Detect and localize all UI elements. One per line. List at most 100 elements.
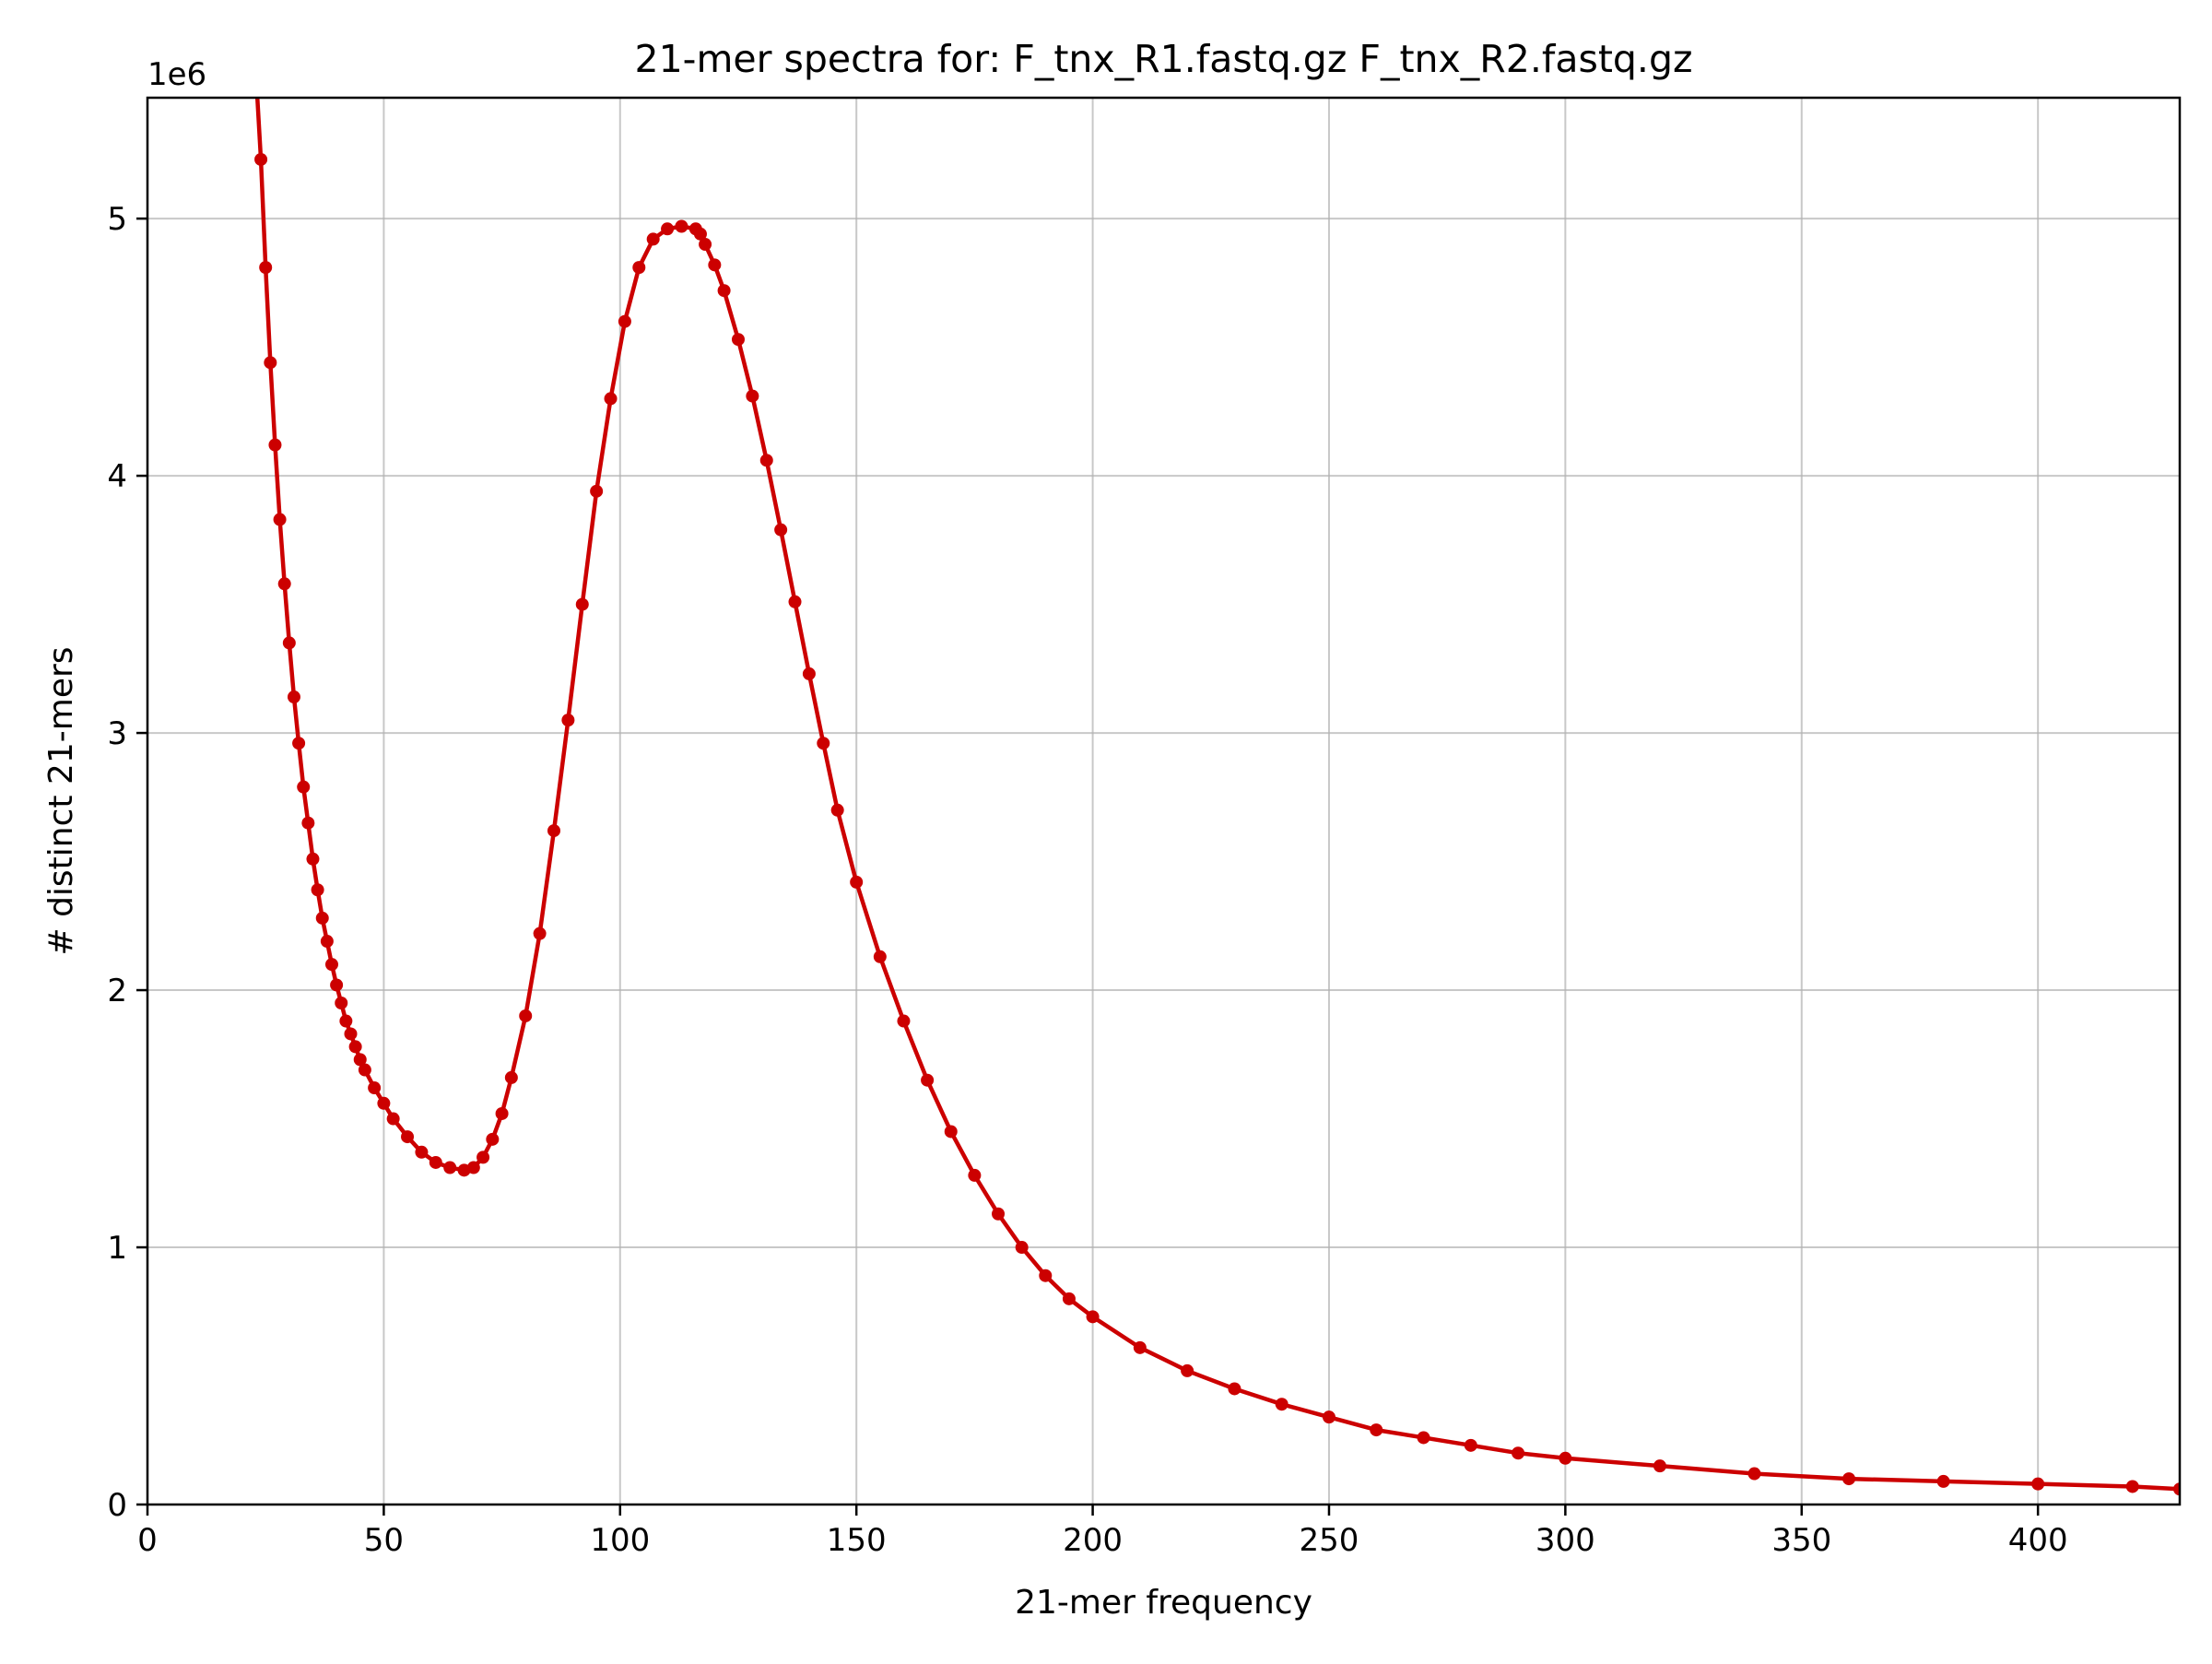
data-point bbox=[759, 454, 773, 467]
data-point bbox=[817, 737, 830, 750]
y-tick-label: 5 bbox=[107, 201, 127, 238]
data-point bbox=[632, 261, 646, 275]
data-point bbox=[699, 238, 712, 252]
data-point bbox=[1181, 1363, 1194, 1377]
data-point bbox=[604, 392, 618, 406]
data-point bbox=[575, 597, 589, 611]
data-point bbox=[287, 690, 300, 704]
data-point bbox=[717, 284, 731, 298]
data-point bbox=[802, 667, 816, 680]
data-point bbox=[968, 1168, 982, 1182]
data-point bbox=[443, 1161, 457, 1174]
data-point bbox=[693, 227, 707, 241]
x-tick-label: 50 bbox=[364, 1522, 404, 1559]
data-point bbox=[320, 935, 334, 949]
data-point bbox=[1133, 1340, 1147, 1354]
y-axis-label: # distinct 21-mers bbox=[42, 646, 80, 955]
x-tick-label: 150 bbox=[827, 1522, 887, 1559]
data-point bbox=[277, 577, 291, 591]
data-point bbox=[1015, 1241, 1029, 1255]
data-point bbox=[495, 1106, 509, 1120]
data-point bbox=[1039, 1269, 1053, 1282]
data-point bbox=[324, 958, 338, 972]
data-point bbox=[259, 261, 273, 275]
grid-layer bbox=[147, 98, 2180, 1505]
data-point bbox=[254, 152, 268, 166]
x-tick-label: 250 bbox=[1300, 1522, 1359, 1559]
data-point bbox=[415, 1145, 429, 1159]
y-tick-label: 4 bbox=[107, 458, 127, 495]
data-point bbox=[282, 636, 296, 650]
data-point bbox=[661, 222, 675, 236]
data-point bbox=[466, 1161, 480, 1174]
data-point bbox=[1559, 1451, 1572, 1465]
data-point bbox=[897, 1014, 911, 1028]
data-point bbox=[774, 523, 788, 537]
data-point bbox=[1086, 1310, 1100, 1324]
data-point bbox=[429, 1155, 442, 1169]
data-point bbox=[519, 1009, 533, 1022]
data-point bbox=[788, 595, 802, 608]
x-tick-label: 100 bbox=[590, 1522, 650, 1559]
data-point bbox=[944, 1125, 958, 1139]
data-point bbox=[746, 389, 759, 403]
data-point bbox=[1842, 1472, 1856, 1486]
data-point bbox=[2125, 1480, 2139, 1493]
data-point bbox=[708, 258, 722, 272]
data-point bbox=[873, 950, 887, 963]
data-point bbox=[561, 714, 575, 727]
data-point bbox=[1936, 1474, 1950, 1488]
x-tick-label: 350 bbox=[1771, 1522, 1831, 1559]
chart-title: 21-mer spectra for: F_tnx_R1.fastq.gz F_… bbox=[634, 37, 1692, 81]
data-point bbox=[1228, 1382, 1241, 1396]
data-point bbox=[1322, 1410, 1335, 1424]
series-layer bbox=[254, 98, 2180, 1496]
plot-frame bbox=[146, 96, 2182, 1506]
data-point bbox=[547, 824, 560, 838]
data-point bbox=[344, 1027, 358, 1041]
data-point bbox=[339, 1014, 353, 1028]
y-tick-label: 0 bbox=[107, 1487, 127, 1524]
x-tick-label: 300 bbox=[1535, 1522, 1595, 1559]
y-tick-label: 1 bbox=[107, 1230, 127, 1267]
data-point bbox=[850, 875, 864, 889]
y-tick-label: 3 bbox=[107, 715, 127, 752]
data-point bbox=[1747, 1467, 1761, 1481]
data-point bbox=[292, 737, 306, 750]
y-axis-offset-label: 1e6 bbox=[147, 56, 206, 93]
data-point bbox=[2031, 1477, 2045, 1491]
data-point bbox=[646, 232, 660, 246]
data-point bbox=[268, 438, 282, 452]
data-point bbox=[504, 1070, 518, 1084]
data-point bbox=[1370, 1423, 1383, 1437]
data-point bbox=[1512, 1446, 1525, 1460]
data-point bbox=[330, 978, 344, 992]
data-point bbox=[1464, 1438, 1477, 1452]
data-point bbox=[348, 1040, 362, 1054]
data-point bbox=[301, 816, 315, 830]
data-point bbox=[1062, 1292, 1076, 1305]
data-point bbox=[2173, 1482, 2180, 1496]
y-tick-label: 2 bbox=[107, 973, 127, 1009]
data-point bbox=[306, 852, 320, 866]
data-point bbox=[335, 996, 348, 1009]
data-point bbox=[477, 1151, 490, 1164]
data-point bbox=[1653, 1459, 1666, 1473]
data-point bbox=[1275, 1398, 1288, 1411]
tick-layer: 0 50 100 150 200 250 300 350 400 0 1 2 3 4 5 bbox=[107, 201, 2067, 1559]
x-tick-label: 0 bbox=[137, 1522, 158, 1559]
data-point bbox=[731, 333, 745, 347]
data-point bbox=[315, 911, 329, 925]
data-point bbox=[358, 1063, 371, 1077]
data-point bbox=[533, 926, 547, 940]
data-point bbox=[921, 1073, 935, 1087]
x-axis-label: 21-mer frequency bbox=[1015, 1584, 1312, 1622]
data-point bbox=[297, 780, 311, 794]
data-point bbox=[992, 1207, 1006, 1221]
data-point bbox=[675, 219, 688, 233]
data-point bbox=[386, 1112, 400, 1126]
data-point bbox=[273, 513, 287, 526]
data-point bbox=[401, 1130, 415, 1144]
